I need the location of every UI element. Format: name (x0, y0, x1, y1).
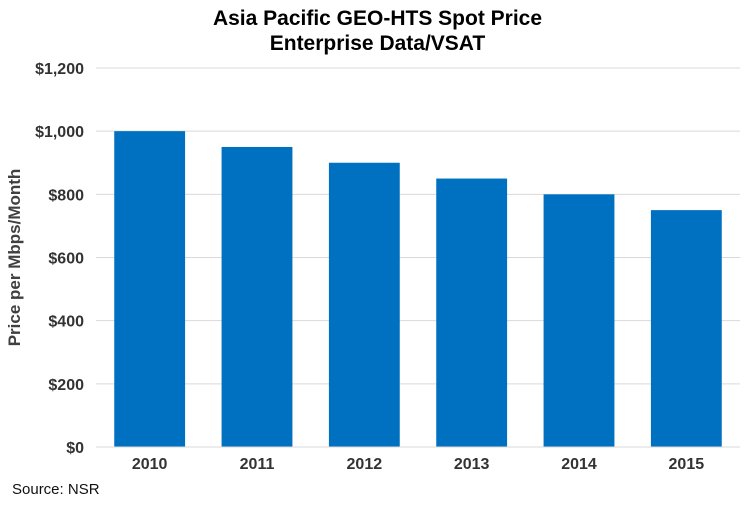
chart-title-block: Asia Pacific GEO-HTS Spot Price Enterpri… (0, 6, 755, 56)
y-tick-label: $800 (48, 187, 84, 204)
y-axis-ticks: $0 $200 $400 $600 $800 $1,000 $1,200 (35, 61, 84, 457)
x-axis-ticks: 2010 2011 2012 2013 2014 2015 (132, 456, 704, 473)
bars (114, 131, 722, 448)
y-tick-label: $400 (48, 314, 84, 331)
y-axis-label: Price per Mbps/Month (5, 169, 24, 347)
x-tick-label: 2013 (454, 456, 490, 473)
bar-2015 (650, 210, 722, 447)
x-tick-label: 2012 (347, 456, 383, 473)
x-tick-label: 2010 (132, 456, 168, 473)
y-tick-label: $1,200 (35, 61, 84, 78)
y-tick-label: $200 (48, 377, 84, 394)
x-tick-label: 2014 (561, 456, 597, 473)
bar-2010 (114, 131, 186, 447)
gridlines (96, 67, 740, 385)
bar-2013 (436, 178, 508, 447)
y-tick-label: $1,000 (35, 124, 84, 141)
bar-2011 (221, 146, 293, 448)
chart-subtitle: Enterprise Data/VSAT (269, 32, 486, 55)
y-tick-label: $0 (66, 440, 84, 457)
x-tick-label: 2015 (669, 456, 705, 473)
bar-2014 (543, 194, 615, 447)
chart-title: Asia Pacific GEO-HTS Spot Price (212, 7, 543, 30)
source-note: Source: NSR (12, 481, 100, 498)
bar-2012 (328, 162, 400, 447)
x-tick-label: 2011 (240, 456, 275, 473)
y-tick-label: $600 (48, 251, 84, 268)
